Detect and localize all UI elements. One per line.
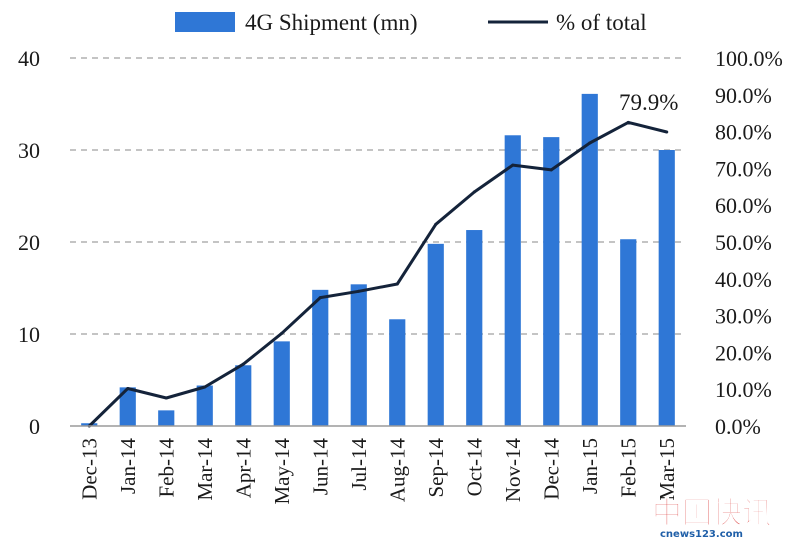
bar [350, 284, 367, 426]
line-point [164, 396, 168, 400]
right-y-axis: 0.0% 10.0% 20.0% 30.0% 40.0% 50.0% 60.0% 70.0% 8… [715, 46, 783, 439]
line-point [357, 289, 361, 293]
left-y-axis: 0 10 20 30 40 [18, 46, 40, 439]
x-tick-label: Nov-14 [501, 438, 525, 503]
bar [427, 243, 444, 426]
bar [581, 93, 598, 426]
line-point [280, 331, 284, 335]
bar [273, 341, 290, 426]
line-point [318, 296, 322, 300]
left-y-tick-label: 40 [18, 46, 40, 71]
bars [81, 93, 675, 426]
left-y-tick-label: 0 [29, 414, 40, 439]
right-y-tick-label: 50.0% [715, 230, 772, 255]
x-tick-label: Dec-14 [539, 438, 563, 500]
right-y-tick-label: 40.0% [715, 267, 772, 292]
line-point [472, 190, 476, 194]
right-y-tick-label: 10.0% [715, 377, 772, 402]
bar [620, 239, 637, 426]
bar [466, 230, 483, 426]
line-point [511, 163, 515, 167]
left-y-tick-label: 30 [18, 138, 40, 163]
right-y-tick-label: 100.0% [715, 46, 783, 71]
bar [389, 319, 406, 426]
line-point [665, 130, 669, 134]
right-y-tick-label: 60.0% [715, 193, 772, 218]
x-tick-label: Jan-15 [578, 438, 602, 494]
right-y-tick-label: 20.0% [715, 340, 772, 365]
bar [158, 410, 175, 426]
x-tick-label: Oct-14 [462, 438, 486, 497]
legend: 4G Shipment (mn) % of total [175, 10, 647, 35]
x-axis-ticks: Dec-13 Jan-14 Feb-14 Mar-14 Apr-14 May-14 Jun-… [77, 438, 679, 505]
line-point [549, 168, 553, 172]
watermark-logo-subtext: cnews123.com [660, 529, 743, 540]
x-tick-label: May-14 [270, 438, 294, 505]
watermark-logo: 中国快讯 cnews123.com [652, 496, 773, 541]
bar [312, 289, 329, 426]
right-y-tick-label: 0.0% [715, 414, 761, 439]
x-tick-label: Sep-14 [424, 438, 448, 498]
percent-line-path [88, 120, 668, 428]
right-y-tick-label: 90.0% [715, 83, 772, 108]
bar [504, 135, 521, 426]
line-point [588, 141, 592, 145]
bar [119, 387, 136, 426]
right-y-tick-label: 30.0% [715, 304, 772, 329]
x-tick-label: Apr-14 [231, 438, 255, 499]
line-point [434, 222, 438, 226]
watermark-logo-text: 中国快讯 [652, 496, 772, 531]
line-point [126, 386, 130, 390]
line-point [626, 120, 630, 124]
left-y-tick-label: 20 [18, 230, 40, 255]
x-tick-label: Feb-15 [616, 438, 640, 498]
percent-line [87, 120, 669, 428]
bar [658, 150, 675, 426]
x-tick-label: Jun-14 [308, 438, 332, 496]
line-point [395, 282, 399, 286]
x-tick-label: Aug-14 [385, 438, 409, 503]
left-y-tick-label: 10 [18, 322, 40, 347]
right-y-tick-label: 80.0% [715, 120, 772, 145]
bar [543, 137, 560, 426]
x-tick-label: Mar-15 [655, 438, 679, 501]
legend-bar-label: 4G Shipment (mn) [245, 10, 418, 35]
line-point [203, 385, 207, 389]
x-tick-label: Feb-14 [154, 438, 178, 498]
bar [235, 365, 252, 426]
line-point [241, 362, 245, 366]
x-tick-label: Mar-14 [193, 438, 217, 501]
right-y-tick-label: 70.0% [715, 156, 772, 181]
legend-bar-swatch [175, 12, 235, 32]
x-tick-label: Jan-14 [116, 438, 140, 494]
line-end-annotation: 79.9% [619, 90, 678, 115]
legend-line-label: % of total [556, 10, 647, 35]
bar [196, 385, 213, 426]
x-tick-label: Dec-13 [77, 438, 101, 500]
gridlines [70, 57, 686, 335]
x-tick-label: Jul-14 [347, 438, 371, 491]
